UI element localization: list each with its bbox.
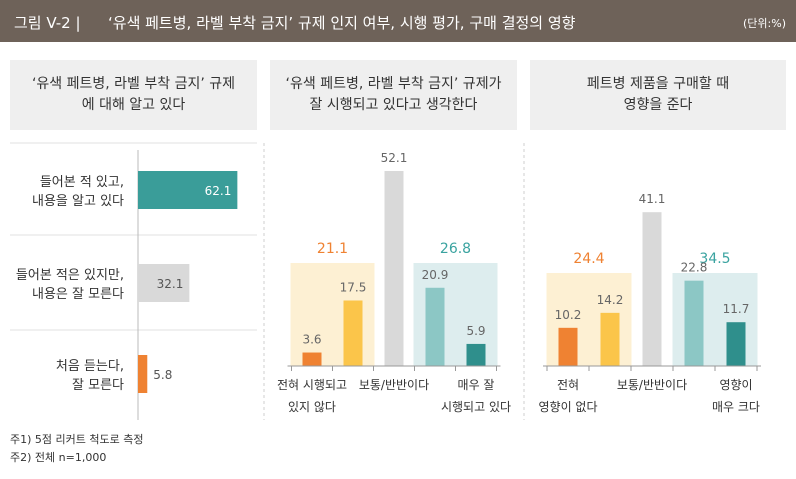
panel2-value-label: 17.5 xyxy=(340,281,367,295)
panel1-category-label: 처음 듣는다, 잘 모른다 xyxy=(56,359,124,393)
panel2-bar xyxy=(343,300,363,366)
panel2-value-label: 52.1 xyxy=(381,151,408,165)
panel3-bar xyxy=(642,212,662,366)
panel3-axis-label: 영향이 매우 크다 xyxy=(712,378,760,414)
panel2-group-total: 26.8 xyxy=(440,241,471,257)
panel1-value-label: 32.1 xyxy=(157,277,184,291)
panel1-value-label: 62.1 xyxy=(205,184,232,198)
panel2-bar xyxy=(466,343,486,366)
panel3-value-label: 11.7 xyxy=(723,302,750,316)
panel2-title-text: ‘유색 페트병, 라벨 부착 금지’ 규제가 잘 시행되고 있다고 생각한다 xyxy=(285,76,502,113)
panel3-bar xyxy=(600,312,620,366)
panel1-bar xyxy=(138,355,148,393)
panel3-value-label: 41.1 xyxy=(639,192,666,206)
panel3-value-label: 10.2 xyxy=(555,308,582,322)
panel3-value-label: 22.8 xyxy=(681,261,708,275)
panel2-bar xyxy=(384,171,404,366)
panel2-title: ‘유색 페트병, 라벨 부착 금지’ 규제가 잘 시행되고 있다고 생각한다 xyxy=(270,60,517,130)
panel1-bar xyxy=(138,264,190,302)
panel2-value-label: 5.9 xyxy=(466,324,485,338)
figure-header: 그림 V-2 | ‘유색 페트병, 라벨 부착 금지’ 규제 인지 여부, 시행… xyxy=(0,0,796,42)
panel3-group-total: 34.5 xyxy=(699,251,730,267)
panel2-axis-label: 전혀 시행되고 있지 않다 xyxy=(277,377,347,414)
panel3-axis-label: 보통/반반이다 xyxy=(617,378,687,392)
footnote-1: 주1) 5점 리커트 척도로 측정 xyxy=(10,433,144,446)
panel1-category-label: 들어본 적 있고, 내용을 알고 있다 xyxy=(32,175,124,209)
panel1-value-label: 5.8 xyxy=(153,368,172,382)
figure-label: 그림 V-2 | xyxy=(14,14,81,32)
unit-label: (단위:%) xyxy=(743,17,786,30)
panel2-value-label: 20.9 xyxy=(422,268,449,282)
panel3-group-total: 24.4 xyxy=(573,251,604,267)
figure-title: ‘유색 페트병, 라벨 부착 금지’ 규제 인지 여부, 시행 평가, 구매 결… xyxy=(108,14,576,32)
panel1-title: ‘유색 페트병, 라벨 부착 금지’ 규제에 대해 알고 있다 xyxy=(10,60,257,130)
panel3-title: 페트병 제품을 구매할 때 영향을 준다 xyxy=(530,60,786,130)
panel3-bar xyxy=(684,280,704,366)
panel2-bar xyxy=(302,352,322,366)
panel3-axis-label: 전혀 영향이 없다 xyxy=(538,378,597,414)
panel2-axis-label: 매우 잘 시행되고 있다 xyxy=(441,378,511,414)
panel3-bar xyxy=(558,327,578,366)
panel3-bar xyxy=(726,322,746,366)
panel2-axis-label: 보통/반반이다 xyxy=(359,378,429,392)
panel1-bar xyxy=(138,171,238,209)
panel3-title-text: 페트병 제품을 구매할 때 영향을 준다 xyxy=(586,76,730,113)
panel2-value-label: 3.6 xyxy=(302,333,321,347)
panel2-bar xyxy=(425,287,445,366)
panel2-group-total: 21.1 xyxy=(317,241,348,257)
panel3-value-label: 14.2 xyxy=(597,293,624,307)
panel1-category-label: 들어본 적은 있지만, 내용은 잘 모른다 xyxy=(16,268,124,302)
footnote-2: 주2) 전체 n=1,000 xyxy=(10,451,107,464)
panel1-title-text: ‘유색 페트병, 라벨 부착 금지’ 규제에 대해 알고 있다 xyxy=(31,76,236,113)
